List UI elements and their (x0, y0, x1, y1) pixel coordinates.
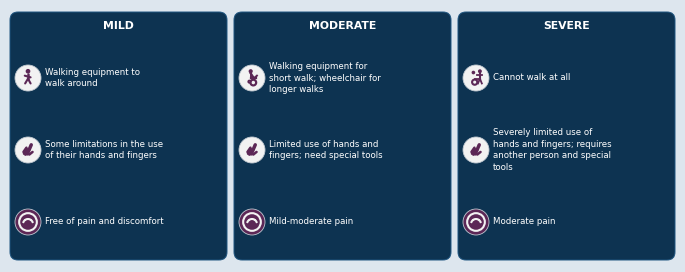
Circle shape (25, 69, 30, 74)
Circle shape (243, 213, 261, 231)
FancyBboxPatch shape (234, 12, 451, 260)
Circle shape (478, 219, 480, 221)
Circle shape (463, 65, 489, 91)
Text: Limited use of hands and
fingers; need special tools: Limited use of hands and fingers; need s… (269, 140, 383, 160)
Circle shape (463, 209, 489, 235)
Circle shape (467, 213, 485, 231)
Circle shape (24, 219, 26, 221)
Text: Severely limited use of
hands and fingers; requires
another person and special
t: Severely limited use of hands and finger… (493, 128, 612, 172)
Text: MODERATE: MODERATE (309, 21, 376, 31)
Text: Free of pain and discomfort: Free of pain and discomfort (45, 218, 164, 227)
Circle shape (254, 219, 256, 221)
Circle shape (239, 65, 265, 91)
Text: Some limitations in the use
of their hands and fingers: Some limitations in the use of their han… (45, 140, 163, 160)
Text: Walking equipment to
walk around: Walking equipment to walk around (45, 68, 140, 88)
Circle shape (239, 137, 265, 163)
Circle shape (472, 219, 474, 221)
Circle shape (471, 71, 475, 74)
Text: SEVERE: SEVERE (543, 21, 590, 31)
Circle shape (30, 219, 32, 221)
Circle shape (463, 137, 489, 163)
Text: Moderate pain: Moderate pain (493, 218, 556, 227)
Circle shape (19, 213, 37, 231)
Text: MILD: MILD (103, 21, 134, 31)
Text: Walking equipment for
short walk; wheelchair for
longer walks: Walking equipment for short walk; wheelc… (269, 62, 381, 94)
FancyBboxPatch shape (458, 12, 675, 260)
Circle shape (248, 219, 250, 221)
Circle shape (15, 65, 41, 91)
FancyBboxPatch shape (10, 12, 227, 260)
Text: Mild-moderate pain: Mild-moderate pain (269, 218, 353, 227)
Circle shape (15, 209, 41, 235)
Text: Cannot walk at all: Cannot walk at all (493, 73, 571, 82)
Circle shape (249, 69, 253, 73)
Circle shape (15, 137, 41, 163)
Circle shape (478, 69, 482, 73)
Circle shape (239, 209, 265, 235)
